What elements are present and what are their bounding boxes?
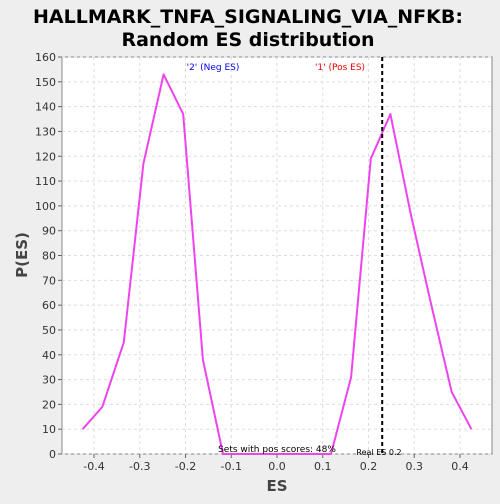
y-tick-label: 150 bbox=[35, 76, 56, 89]
x-tick-label: 0.4 bbox=[451, 460, 469, 473]
y-tick-label: 40 bbox=[42, 349, 56, 362]
series-line bbox=[81, 73, 473, 455]
y-tick-label: 100 bbox=[35, 200, 56, 213]
sets-pos-scores-text: Sets with pos scores: 48% bbox=[218, 445, 336, 455]
axis-ticks: -0.4 -0.3 -0.2 -0.1 0.0 0.1 0.2 0.3 0.4 0 10 20 30 40… bbox=[35, 51, 469, 473]
neg-es-label: '2' (Neg ES) bbox=[187, 63, 240, 73]
y-tick-label: 80 bbox=[42, 250, 56, 263]
x-tick-label: 0.1 bbox=[314, 460, 332, 473]
y-tick-label: 90 bbox=[42, 225, 56, 238]
x-tick-label: 0.2 bbox=[360, 460, 378, 473]
pos-es-label: '1' (Pos ES) bbox=[315, 63, 365, 73]
x-tick-label: 0.3 bbox=[405, 460, 423, 473]
y-tick-label: 160 bbox=[35, 51, 56, 64]
y-tick-label: 30 bbox=[42, 374, 56, 387]
grid-lines bbox=[62, 56, 492, 455]
series-layer bbox=[81, 73, 473, 455]
y-tick-label: 110 bbox=[35, 175, 56, 188]
y-tick-label: 130 bbox=[35, 125, 56, 138]
y-tick-label: 60 bbox=[42, 299, 56, 312]
x-tick-label: 0.0 bbox=[268, 460, 286, 473]
chart-title-line1: HALLMARK_TNFA_SIGNALING_VIA_NFKB: bbox=[33, 6, 463, 28]
real-es-label: Real ES 0.2 bbox=[356, 448, 401, 457]
y-tick-label: 0 bbox=[49, 448, 56, 461]
y-tick-label: 70 bbox=[42, 274, 56, 287]
x-axis-label: ES bbox=[266, 477, 287, 495]
x-tick-label: -0.4 bbox=[83, 460, 104, 473]
y-tick-label: 140 bbox=[35, 101, 56, 114]
chart-title-line2: Random ES distribution bbox=[121, 29, 374, 51]
x-tick-label: -0.3 bbox=[129, 460, 150, 473]
y-tick-label: 120 bbox=[35, 150, 56, 163]
x-tick-label: -0.1 bbox=[221, 460, 242, 473]
y-tick-label: 20 bbox=[42, 398, 56, 411]
y-axis-label: P(ES) bbox=[13, 232, 31, 278]
y-tick-label: 50 bbox=[42, 324, 56, 337]
y-tick-label: 10 bbox=[42, 423, 56, 436]
x-tick-label: -0.2 bbox=[175, 460, 196, 473]
